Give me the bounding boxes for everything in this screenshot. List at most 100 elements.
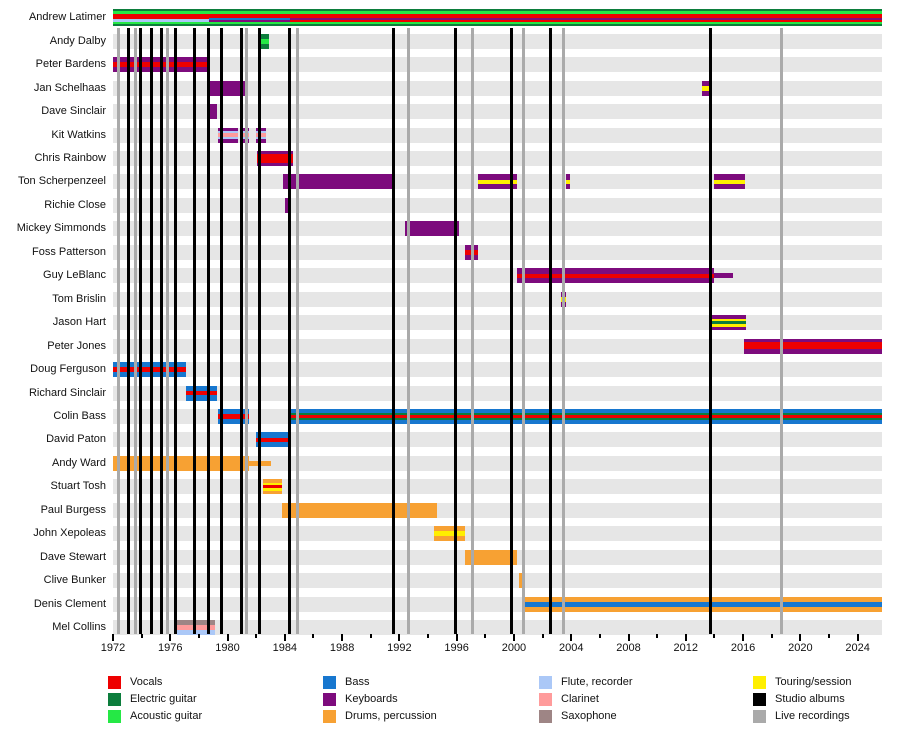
- instrument-stripe-acoustic_guitar: [289, 11, 882, 15]
- member-bar: [281, 502, 437, 518]
- instrument-stripe-touring: [710, 324, 746, 327]
- member-label: Peter Jones: [47, 339, 106, 352]
- row-band: [113, 80, 882, 96]
- legend-swatch-flute: [539, 676, 552, 689]
- instrument-stripe-vocals: [289, 414, 882, 419]
- legend-label: Studio albums: [775, 693, 845, 705]
- member-bar: [710, 315, 746, 331]
- axis-minor-tick: [255, 634, 258, 638]
- axis-tick-label: 1992: [387, 642, 412, 654]
- instrument-stripe-drums: [262, 479, 282, 483]
- axis-tick-label: 2020: [788, 642, 813, 654]
- row-band: [113, 221, 882, 237]
- live-recording-line: [779, 28, 783, 634]
- member-label: Colin Bass: [53, 409, 106, 422]
- studio-album-line: [258, 28, 262, 634]
- instrument-stripe-drums: [518, 573, 523, 589]
- instrument-stripe-vocals: [256, 437, 290, 442]
- instrument-stripe-bass: [186, 385, 217, 391]
- member-label: Doug Ferguson: [30, 363, 106, 376]
- studio-album-line: [193, 28, 197, 634]
- instrument-stripe-touring: [262, 488, 282, 492]
- axis-major-tick: [684, 634, 687, 641]
- legend-label: Electric guitar: [130, 693, 197, 705]
- instrument-stripe-acoustic_guitar: [257, 38, 270, 44]
- axis-minor-tick: [140, 634, 143, 638]
- legend-label: Live recordings: [775, 710, 850, 722]
- instrument-stripe-vocals: [113, 14, 209, 20]
- legend-swatch-electric_guitar: [108, 693, 121, 706]
- instrument-stripe-bass: [289, 420, 882, 424]
- member-bar: [217, 127, 239, 143]
- member-bar: [208, 9, 290, 27]
- row-band: [113, 385, 882, 401]
- instrument-stripe-touring: [433, 531, 466, 537]
- live-recording-line: [134, 28, 138, 634]
- studio-album-line: [453, 28, 457, 634]
- instrument-stripe-keyboards: [478, 184, 517, 190]
- axis-minor-tick: [713, 634, 716, 638]
- instrument-stripe-clarinet: [217, 133, 239, 137]
- member-label: Richard Sinclair: [28, 386, 106, 399]
- member-bar: [518, 573, 523, 589]
- row-band: [113, 620, 882, 635]
- member-bar: [217, 408, 250, 424]
- member-bar: [714, 174, 745, 190]
- legend-label: Flute, recorder: [561, 676, 633, 688]
- member-label: Andy Dalby: [49, 34, 106, 47]
- row-band: [113, 268, 882, 284]
- member-label: Andrew Latimer: [28, 11, 106, 24]
- instrument-stripe-bass: [186, 395, 217, 401]
- instrument-stripe-drums: [433, 536, 466, 542]
- instrument-stripe-drums: [523, 596, 882, 602]
- axis-major-tick: [283, 634, 286, 641]
- axis-major-tick: [226, 634, 229, 641]
- legend-label: Acoustic guitar: [130, 710, 203, 722]
- member-bar: [186, 385, 217, 401]
- live-recording-line: [245, 28, 249, 634]
- instrument-stripe-keyboards: [566, 174, 570, 180]
- member-label: Jason Hart: [52, 316, 106, 329]
- member-label: Chris Rainbow: [34, 152, 106, 164]
- instrument-stripe-keyboards: [516, 277, 715, 284]
- member-label: Guy LeBlanc: [43, 269, 106, 282]
- axis-major-tick: [742, 634, 745, 641]
- member-label: Dave Sinclair: [41, 105, 106, 118]
- instrument-stripe-keyboards: [710, 315, 746, 319]
- instrument-stripe-keyboards: [702, 90, 712, 96]
- instrument-stripe-vocals: [262, 485, 282, 489]
- instrument-stripe-keyboards: [710, 326, 746, 331]
- axis-major-tick: [398, 634, 401, 641]
- row-band: [113, 33, 882, 49]
- member-bar: [405, 221, 459, 237]
- legend-swatch-bass: [323, 676, 336, 689]
- studio-album-line: [138, 28, 142, 634]
- instrument-stripe-touring: [710, 318, 746, 321]
- instrument-stripe-electric_guitar: [257, 43, 270, 49]
- instrument-stripe-vocals: [217, 414, 250, 419]
- legend-label: Drums, percussion: [345, 710, 437, 722]
- member-label: Peter Bardens: [35, 58, 106, 71]
- member-label: Mel Collins: [52, 621, 106, 633]
- row-band: [113, 104, 882, 120]
- instrument-stripe-bass: [217, 408, 250, 415]
- instrument-stripe-bass: [208, 18, 290, 21]
- member-bar: [257, 33, 270, 49]
- instrument-stripe-drums: [262, 491, 282, 495]
- instrument-stripe-acoustic_guitar: [208, 22, 290, 25]
- instrument-stripe-keyboards: [405, 221, 459, 237]
- studio-album-line: [709, 28, 713, 634]
- member-bar: [283, 174, 393, 190]
- member-bar: [256, 151, 294, 166]
- instrument-stripe-electric_guitar: [113, 24, 209, 27]
- member-label: Clive Bunker: [43, 574, 106, 587]
- instrument-stripe-keyboards: [743, 348, 882, 354]
- instrument-stripe-touring: [714, 179, 745, 185]
- axis-minor-tick: [312, 634, 315, 638]
- member-bar: [206, 80, 248, 96]
- row-band: [113, 57, 882, 73]
- studio-album-line: [160, 28, 164, 634]
- member-label: Denis Clement: [33, 597, 106, 610]
- legend-swatch-vocals: [108, 676, 121, 689]
- member-label: John Xepoleas: [33, 527, 106, 540]
